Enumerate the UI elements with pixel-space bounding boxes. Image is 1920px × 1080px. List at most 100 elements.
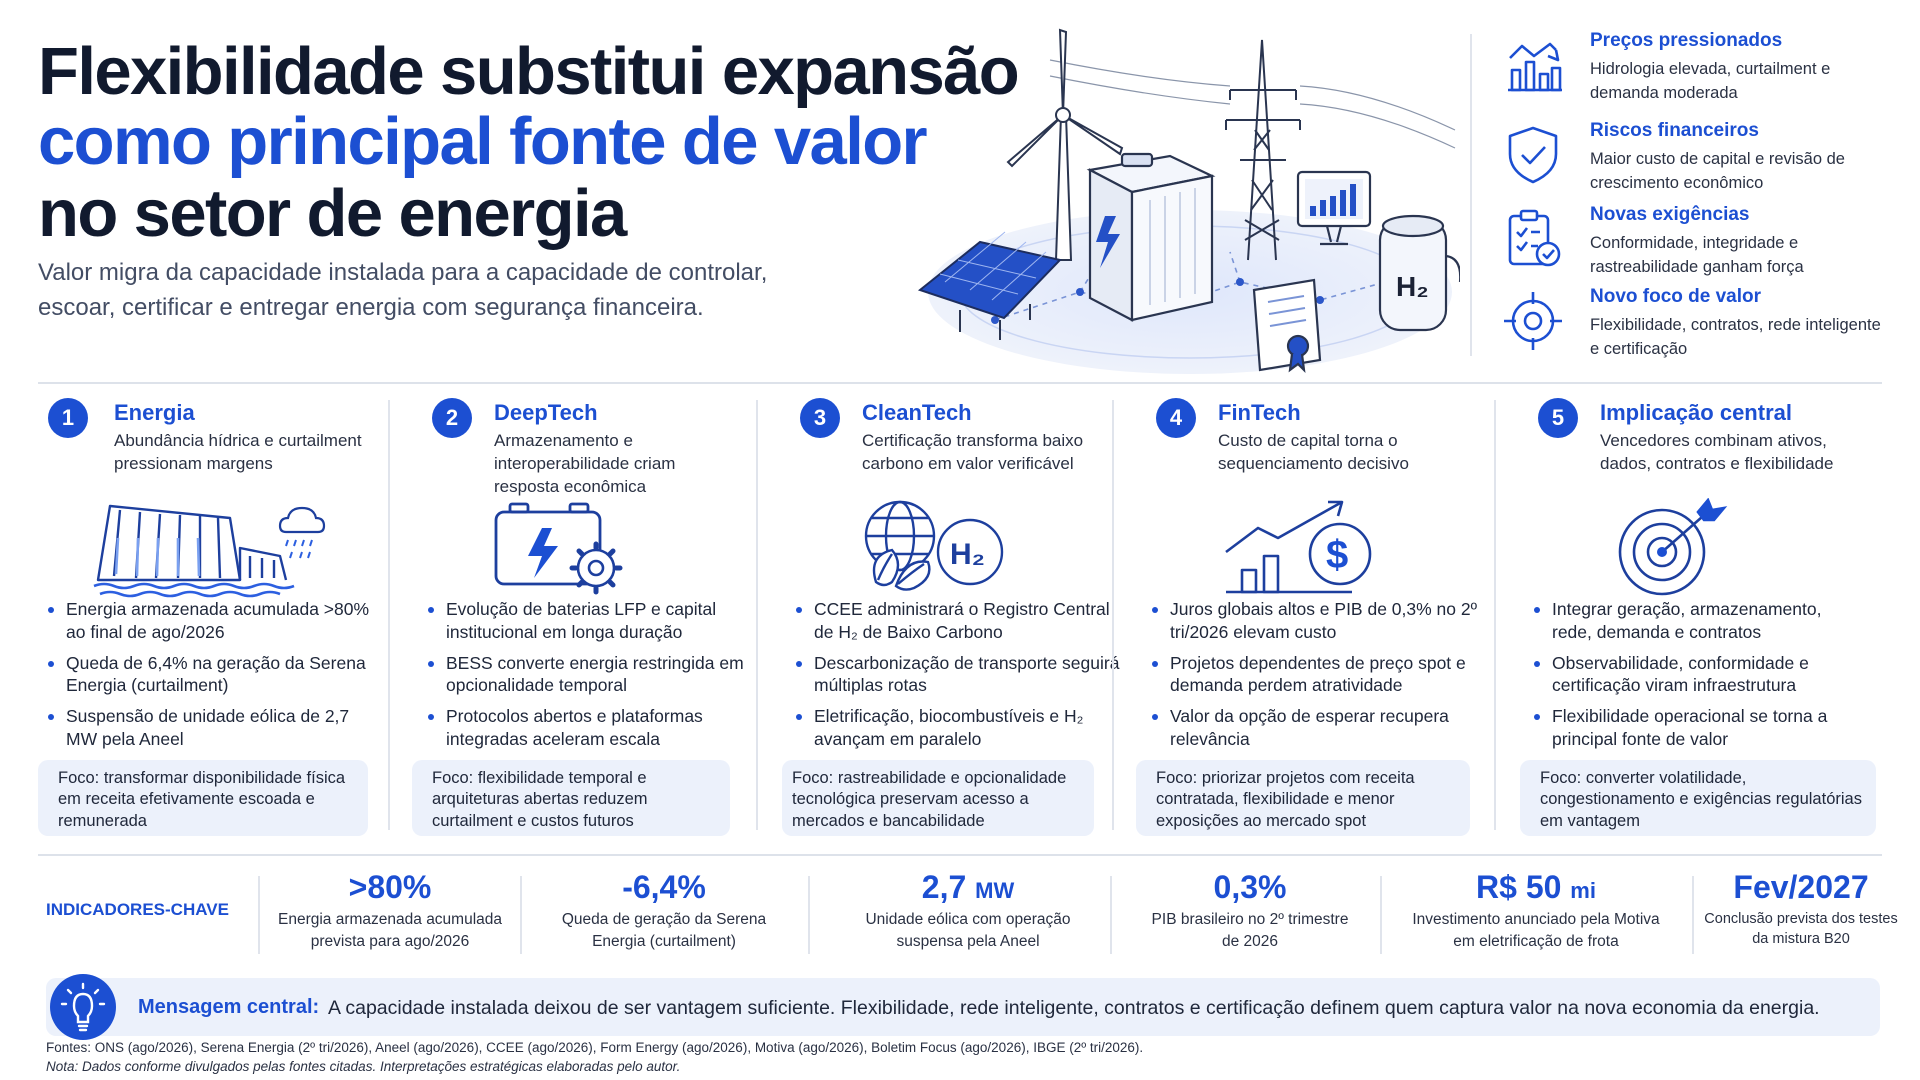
h2-icon-label: H₂ bbox=[950, 538, 985, 571]
message-label: Mensagem central: bbox=[138, 996, 320, 1018]
bar-chart-icon bbox=[1508, 42, 1562, 92]
indicator-desc: Energia armazenada acumulada prevista pa… bbox=[277, 911, 503, 950]
bullet-item: CCEE administrará o Registro Central de … bbox=[794, 598, 1124, 644]
column-subtitle: Armazenamento e interoperabilidade criam… bbox=[494, 431, 676, 496]
h2-tank-label: H₂ bbox=[1396, 271, 1429, 302]
column-subtitle: Custo de capital torna o sequenciamento … bbox=[1218, 431, 1409, 473]
indicator-value: >80% bbox=[348, 869, 432, 905]
footer-sources: Fontes: ONS (ago/2026), Serena Energia (… bbox=[46, 1040, 1144, 1055]
highlight-title: Riscos financeiros bbox=[1590, 120, 1759, 141]
indicator-item: -6,4% Queda de geração da Serena Energia… bbox=[548, 869, 780, 953]
column-bullets: CCEE administrará o Registro Central de … bbox=[794, 598, 1124, 759]
highlight-text: Flexibilidade, contratos, rede inteligen… bbox=[1590, 316, 1881, 358]
column-focus-box: Foco: converter volatilidade, congestion… bbox=[1520, 760, 1876, 836]
indicator-divider bbox=[520, 876, 522, 954]
indicator-value: Fev/2027 bbox=[1733, 869, 1869, 905]
section-divider-top bbox=[38, 382, 1882, 384]
column-title: Energia bbox=[114, 400, 195, 425]
dollar-glyph: $ bbox=[1326, 533, 1348, 577]
subtitle: Valor migra da capacidade instalada para… bbox=[38, 259, 768, 321]
column-focus-box: Foco: transformar disponibilidade física… bbox=[38, 760, 368, 836]
globe-leaf-h2-icon: H₂ bbox=[864, 500, 1004, 591]
indicator-item: Fev/2027 Conclusão prevista dos testes d… bbox=[1698, 869, 1904, 950]
highlight-foco: Novo foco de valor Flexibilidade, contra… bbox=[1500, 286, 1910, 368]
header-divider bbox=[1470, 34, 1472, 356]
bullet-item: Observabilidade, conformidade e certific… bbox=[1532, 652, 1862, 698]
column-focus-box: Foco: flexibilidade temporal e arquitetu… bbox=[412, 760, 730, 836]
hydro-dam-icon bbox=[93, 504, 326, 598]
title-line-3: no setor de energia bbox=[38, 176, 627, 251]
energy-hero-illustration: H₂ bbox=[917, 28, 1460, 374]
bullet-item: Protocolos abertos e plataformas integra… bbox=[426, 705, 756, 751]
bullet-item: Descarbonização de transporte seguirá mú… bbox=[794, 652, 1124, 698]
indicator-desc: Conclusão prevista dos testes da mistura… bbox=[1704, 911, 1898, 948]
indicators-label: INDICADORES-CHAVE bbox=[46, 900, 229, 919]
target-crosshair-icon bbox=[1504, 292, 1562, 350]
bullet-item: Queda de 6,4% na geração da Serena Energ… bbox=[46, 652, 376, 698]
indicator-divider bbox=[1110, 876, 1112, 954]
column-title: Implicação central bbox=[1600, 400, 1792, 425]
column-divider bbox=[756, 400, 758, 830]
indicator-desc: Queda de geração da Serena Energia (curt… bbox=[561, 911, 767, 950]
indicator-value: 0,3% bbox=[1213, 869, 1287, 905]
growth-dollar-icon: $ bbox=[1225, 500, 1372, 594]
column-bullets: Integrar geração, armazenamento, rede, d… bbox=[1532, 598, 1862, 759]
column-fintech: 4 FinTech Custo de capital torna o seque… bbox=[1136, 398, 1482, 836]
clipboard-check-icon bbox=[1508, 209, 1561, 267]
indicator-item: 2,7 MW Unidade eólica com operação suspe… bbox=[846, 869, 1090, 953]
footer-note: Nota: Dados conforme divulgados pelas fo… bbox=[46, 1059, 681, 1074]
column-number: 5 bbox=[1538, 398, 1578, 438]
bullet-item: Energia armazenada acumulada >80% ao fin… bbox=[46, 598, 376, 644]
bullet-item: Evolução de baterias LFP e capital insti… bbox=[426, 598, 756, 644]
highlight-text: Hidrologia elevada, curtailment e demand… bbox=[1590, 60, 1831, 102]
column-implicacao: 5 Implicação central Vencedores combinam… bbox=[1520, 398, 1880, 836]
column-number: 1 bbox=[48, 398, 88, 438]
column-bullets: Energia armazenada acumulada >80% ao fin… bbox=[46, 598, 376, 759]
title-line-1: Flexibilidade substitui expansão bbox=[38, 34, 1020, 109]
column-number: 2 bbox=[432, 398, 472, 438]
bullet-item: Eletrificação, biocombustíveis e H₂ avan… bbox=[794, 705, 1124, 751]
indicator-desc: Unidade eólica com operação suspensa pel… bbox=[865, 911, 1071, 950]
column-bullets: Juros globais altos e PIB de 0,3% no 2º … bbox=[1150, 598, 1480, 759]
column-divider bbox=[1494, 400, 1496, 830]
target-arrow-icon bbox=[1618, 498, 1728, 596]
column-subtitle: Certificação transforma baixo carbono em… bbox=[862, 431, 1084, 473]
title-line-2: como principal fonte de valor bbox=[38, 104, 928, 179]
column-cleantech: 3 CleanTech Certificação transforma baix… bbox=[782, 398, 1126, 836]
column-title: CleanTech bbox=[862, 400, 972, 425]
bullet-item: Flexibilidade operacional se torna a pri… bbox=[1532, 705, 1862, 751]
column-title: FinTech bbox=[1218, 400, 1301, 425]
highlight-text: Maior custo de capital e revisão de cres… bbox=[1590, 150, 1845, 192]
highlight-exigencias: Novas exigências Conformidade, integrida… bbox=[1500, 204, 1910, 286]
message-banner bbox=[46, 978, 1880, 1036]
column-energia: 1 Energia Abundância hídrica e curtailme… bbox=[38, 398, 378, 836]
indicator-desc: Investimento anunciado pela Motiva em el… bbox=[1412, 911, 1660, 950]
indicator-value: -6,4% bbox=[622, 869, 706, 905]
bullet-item: Suspensão de unidade eólica de 2,7 MW pe… bbox=[46, 705, 376, 751]
highlight-text: Conformidade, integridade e rastreabilid… bbox=[1590, 234, 1804, 276]
indicator-divider bbox=[258, 876, 260, 954]
column-title: DeepTech bbox=[494, 400, 598, 425]
indicator-unit: mi bbox=[1570, 878, 1596, 903]
bullet-item: Juros globais altos e PIB de 0,3% no 2º … bbox=[1150, 598, 1480, 644]
indicator-divider bbox=[1380, 876, 1382, 954]
indicator-item: >80% Energia armazenada acumulada previs… bbox=[262, 869, 518, 953]
column-number: 3 bbox=[800, 398, 840, 438]
column-focus-box: Foco: priorizar projetos com receita con… bbox=[1136, 760, 1470, 836]
indicator-item: 0,3% PIB brasileiro no 2º trimestre de 2… bbox=[1148, 869, 1352, 953]
column-deeptech: 2 DeepTech Armazenamento e interoperabil… bbox=[412, 398, 758, 836]
highlight-riscos: Riscos financeiros Maior custo de capita… bbox=[1500, 120, 1910, 202]
indicator-unit: MW bbox=[975, 878, 1015, 903]
column-divider bbox=[388, 400, 390, 830]
column-focus-box: Foco: rastreabilidade e opcionalidade te… bbox=[782, 760, 1094, 836]
column-divider bbox=[1112, 400, 1114, 830]
battery-gear-icon bbox=[494, 502, 623, 595]
column-number: 4 bbox=[1156, 398, 1196, 438]
message-text: A capacidade instalada deixou de ser van… bbox=[328, 997, 1820, 1019]
section-divider-bottom bbox=[38, 854, 1882, 856]
indicator-divider bbox=[808, 876, 810, 954]
column-bullets: Evolução de baterias LFP e capital insti… bbox=[426, 598, 756, 759]
column-subtitle: Vencedores combinam ativos, dados, contr… bbox=[1600, 431, 1834, 473]
bullet-item: Integrar geração, armazenamento, rede, d… bbox=[1532, 598, 1862, 644]
highlight-precos: Preços pressionados Hidrologia elevada, … bbox=[1500, 30, 1910, 112]
